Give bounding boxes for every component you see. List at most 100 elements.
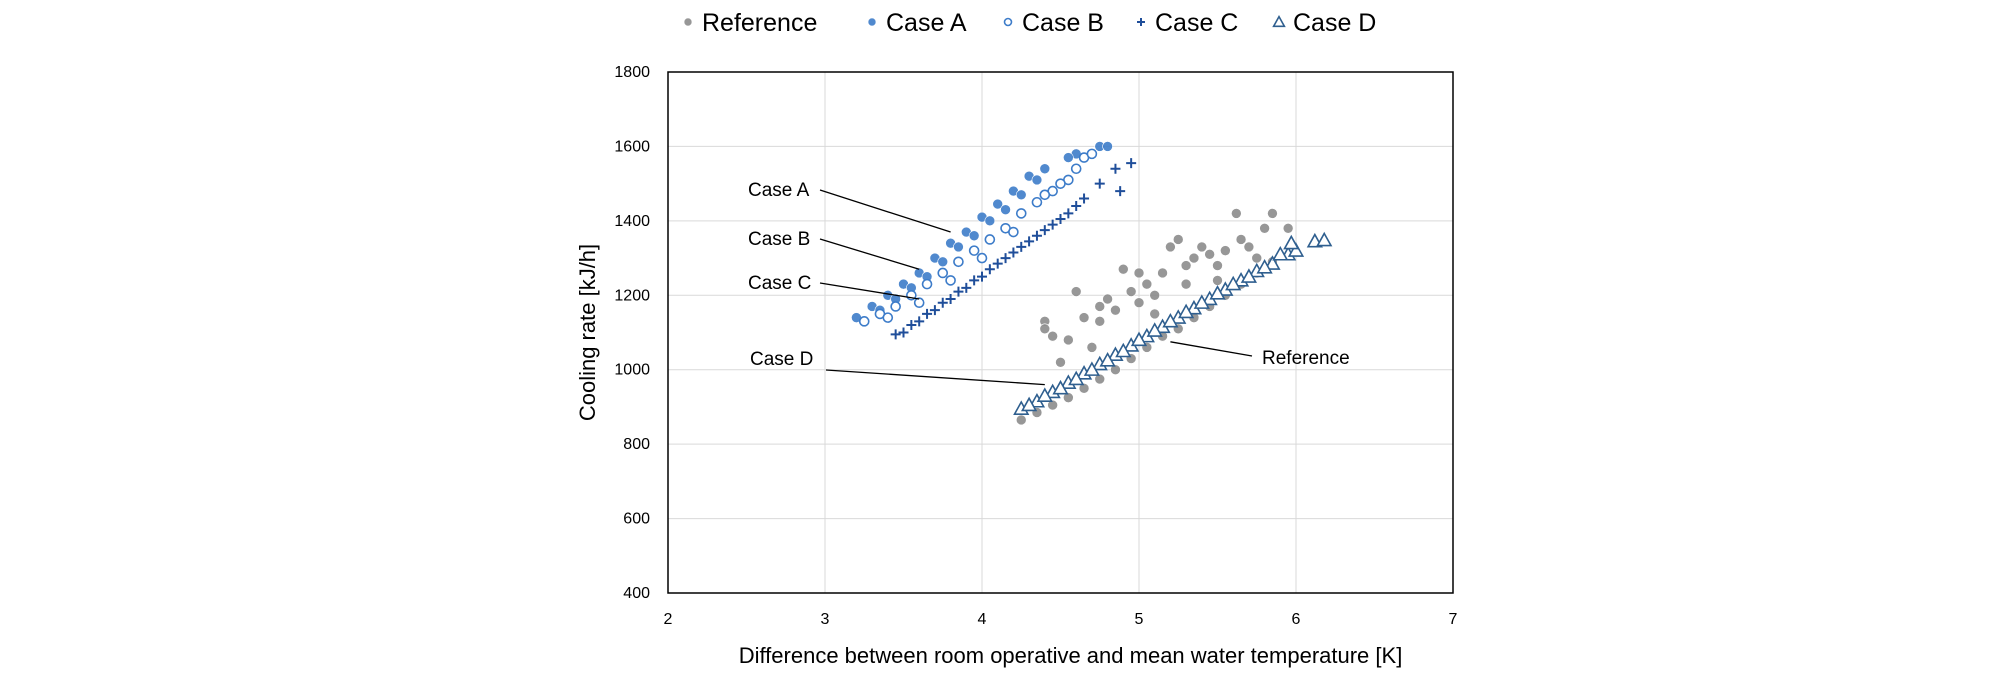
data-point-reference (1110, 304, 1121, 316)
data-point-case-c (890, 329, 901, 340)
data-point-case-c (1115, 186, 1126, 197)
data-point-case-d (1283, 234, 1300, 250)
data-point-case-b (976, 252, 988, 264)
legend-label-case-b: Case B (1022, 9, 1104, 37)
annotation-leader-reference (1170, 341, 1253, 357)
data-point-reference (1063, 392, 1074, 403)
data-point-case-b (1008, 226, 1019, 238)
gridlines (668, 72, 1453, 593)
data-point-case-c (1008, 247, 1019, 258)
annotation-leader-case-c (819, 282, 920, 300)
annotation-case-c: Case C (748, 273, 920, 300)
legend-marker-case-b (1003, 17, 1013, 27)
annotations: Case A Case B Case C Case D Reference (748, 180, 1350, 386)
data-point-case-c (1039, 225, 1050, 236)
data-point-reference (1133, 267, 1145, 279)
y-tick-label: 1400 (614, 213, 650, 230)
y-tick-label: 1000 (614, 362, 650, 379)
data-point-case-b (937, 267, 949, 279)
data-point-reference (1220, 245, 1231, 256)
data-point-case-c (914, 316, 925, 327)
data-point-case-d (1162, 312, 1179, 328)
data-point-case-d (1083, 361, 1101, 376)
x-axis-title: Difference between room operative and me… (739, 643, 1403, 668)
data-point-reference (1180, 278, 1192, 290)
legend-item-case-c: Case C (1137, 9, 1238, 37)
data-point-case-d (1115, 342, 1132, 358)
data-point-reference (1267, 208, 1278, 219)
data-point-case-c (945, 294, 956, 305)
y-tick-label: 600 (623, 511, 650, 528)
axes: 400 600 800 1000 1200 1400 1600 1800 2 3 4 5 6 7 (614, 64, 1457, 628)
data-point-case-a (1015, 189, 1027, 201)
y-axis-title: Cooling rate [kJ/h] (575, 244, 600, 421)
data-point-case-d (1256, 258, 1273, 274)
x-tick-label: 5 (1135, 611, 1144, 628)
data-point-case-c (992, 258, 1003, 269)
series-case-b (858, 148, 1098, 327)
legend-marker-case-d (1272, 14, 1286, 28)
y-tick-label: 1600 (614, 138, 650, 155)
data-point-case-c (1000, 253, 1011, 264)
data-point-reference (1094, 316, 1106, 327)
data-point-case-d (1130, 331, 1148, 347)
annotation-label-case-b: Case B (748, 229, 810, 250)
data-point-case-d (1264, 255, 1281, 270)
data-point-reference (1188, 252, 1200, 264)
x-tick-label: 3 (821, 611, 830, 628)
data-point-case-b (858, 316, 870, 327)
legend: Reference Case A Case B Case C Case D (683, 9, 1376, 37)
x-tick-label: 6 (1292, 611, 1301, 628)
data-point-reference (1149, 289, 1160, 301)
series-reference (1015, 208, 1294, 426)
data-point-reference (1172, 234, 1184, 245)
data-point-case-b (1070, 163, 1082, 175)
data-point-case-a (1000, 204, 1011, 215)
data-point-case-c (1079, 193, 1090, 204)
data-point-reference (1204, 249, 1215, 260)
data-point-case-b (984, 234, 996, 245)
data-point-case-d (1020, 396, 1038, 412)
annotation-label-case-c: Case C (748, 273, 811, 294)
data-point-reference (1282, 223, 1294, 234)
data-point-case-a (1102, 141, 1113, 152)
legend-marker-case-c (1137, 18, 1145, 26)
legend-marker-reference (683, 17, 693, 27)
data-point-case-c (1071, 200, 1082, 211)
data-point-case-b (921, 278, 933, 290)
data-point-case-c (1055, 213, 1066, 224)
data-point-case-c (977, 271, 987, 282)
data-point-case-d (1240, 268, 1258, 283)
data-point-reference (1039, 323, 1051, 335)
data-point-case-c (1063, 208, 1074, 219)
data-point-case-d (1052, 379, 1069, 395)
data-point-case-d (1036, 387, 1053, 402)
data-point-reference (1094, 373, 1106, 385)
series-case-a (851, 141, 1113, 323)
y-tick-label: 1200 (614, 287, 650, 304)
data-point-reference (1055, 356, 1066, 368)
data-point-case-b (890, 301, 901, 312)
data-point-case-c (906, 320, 917, 331)
annotation-case-d: Case D (750, 349, 1045, 386)
legend-label-case-c: Case C (1155, 9, 1238, 37)
data-point-case-c (969, 275, 980, 286)
data-point-case-c (1094, 178, 1105, 189)
data-point-case-b (1086, 148, 1098, 160)
data-point-case-c (937, 297, 948, 308)
data-point-case-c (984, 264, 995, 275)
data-point-reference (1243, 241, 1255, 253)
annotation-label-case-a: Case A (748, 180, 810, 201)
data-point-reference (1196, 241, 1208, 253)
legend-label-case-d: Case D (1293, 9, 1376, 37)
data-point-case-c (953, 286, 964, 297)
data-point-case-d (1099, 352, 1116, 367)
data-point-case-b (953, 256, 964, 268)
data-point-case-d (1209, 285, 1226, 300)
data-point-reference (1063, 334, 1074, 346)
data-point-case-a (1031, 174, 1043, 186)
x-tick-label: 2 (664, 611, 673, 628)
data-point-reference (1231, 208, 1242, 219)
series-case-d (1013, 231, 1333, 415)
